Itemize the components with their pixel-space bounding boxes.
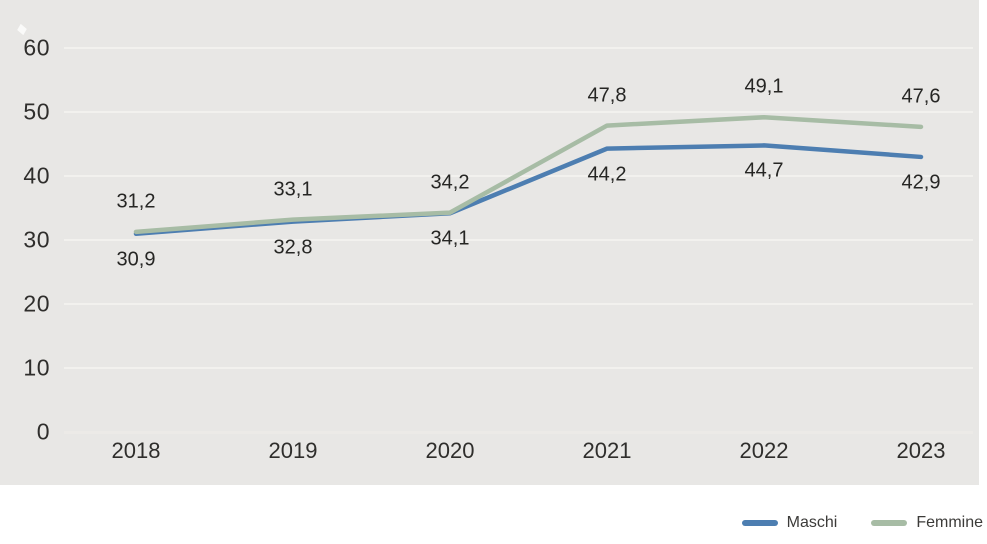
data-label-maschi-2018: 30,9 — [116, 248, 156, 271]
maschi-line-swatch-icon — [741, 520, 778, 526]
gridline-0 — [64, 430, 973, 434]
data-label-maschi-2020: 34,1 — [430, 227, 470, 250]
x-axis-label-2022: 2022 — [739, 438, 789, 463]
series-line-femmine[interactable] — [133, 115, 924, 235]
y-tick-label-20: 20 — [23, 290, 50, 316]
y-tick-label-60: 60 — [23, 34, 50, 60]
y-tick-label-10: 10 — [23, 354, 50, 380]
data-label-femmine-2023: 47,6 — [901, 85, 941, 108]
data-label-femmine-2022: 49,1 — [744, 75, 784, 98]
gridline-20 — [64, 302, 973, 305]
data-label-femmine-2020: 34,2 — [430, 171, 470, 194]
data-label-maschi-2019: 32,8 — [273, 236, 313, 259]
femmine-line-swatch-icon — [871, 520, 908, 526]
legend: Maschi Femmine — [741, 514, 983, 532]
y-tick-label-50: 50 — [23, 98, 50, 124]
x-axis-label-2018: 2018 — [111, 438, 161, 463]
legend-item-maschi[interactable]: Maschi — [741, 514, 838, 532]
data-label-maschi-2022: 44,7 — [744, 159, 784, 182]
plot-area: 0 10 20 30 40 50 60 2018 2019 2020 2021 2022 2023 3… — [0, 0, 979, 485]
gridline-50 — [64, 110, 973, 113]
y-tick-label-0: 0 — [36, 418, 50, 444]
legend-label-maschi: Maschi — [786, 514, 838, 531]
legend-item-femmine[interactable]: Femmine — [871, 514, 983, 532]
x-axis-label-2021: 2021 — [582, 438, 632, 463]
gridline-10 — [64, 366, 973, 369]
gridline-30 — [64, 238, 973, 241]
gridline-60 — [64, 46, 973, 49]
data-label-femmine-2019: 33,1 — [273, 178, 313, 201]
x-axis-label-2023: 2023 — [896, 438, 946, 463]
y-tick-label-30: 30 — [23, 226, 50, 252]
x-axis-label-2019: 2019 — [268, 438, 318, 463]
x-axis-label-2020: 2020 — [425, 438, 475, 463]
data-label-femmine-2018: 31,2 — [116, 190, 156, 213]
data-label-maschi-2023: 42,9 — [901, 171, 941, 194]
series-lines-layer — [133, 115, 924, 236]
y-tick-label-40: 40 — [23, 162, 50, 188]
data-label-maschi-2021: 44,2 — [587, 163, 627, 186]
legend-label-femmine: Femmine — [916, 514, 983, 531]
data-label-femmine-2021: 47,8 — [587, 84, 627, 107]
